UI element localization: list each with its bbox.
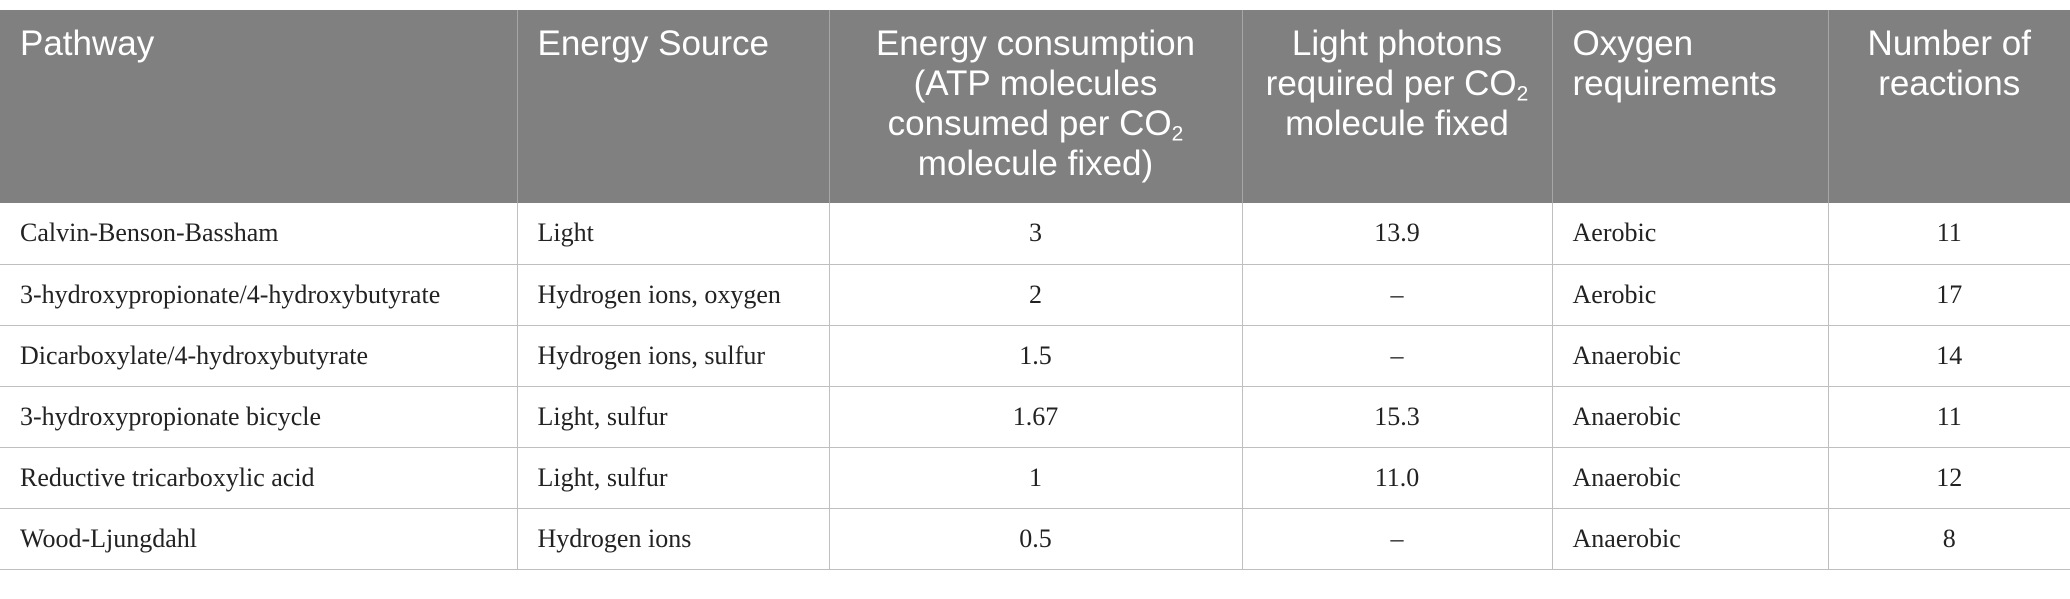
header-oxygen-label: Oxygen requirements bbox=[1572, 24, 1777, 103]
table-row: 3-hydroxypropionate/4-hydroxybutyrate Hyd… bbox=[0, 264, 2070, 326]
pathway-table: Pathway Energy Source Energy consumption… bbox=[0, 10, 2070, 570]
cell-reactions: 11 bbox=[1827, 386, 2070, 448]
header-pathway-label: Pathway bbox=[20, 24, 155, 63]
cell-photons: – bbox=[1241, 325, 1552, 387]
table-row: Calvin-Benson-Bassham Light 3 13.9 Aerobic 11 bbox=[0, 203, 2070, 265]
table-row: Dicarboxylate/4-hydroxybutyrate Hydrogen … bbox=[0, 325, 2070, 387]
cell-reactions: 17 bbox=[1827, 264, 2070, 326]
cell-oxygen: Aerobic bbox=[1551, 264, 1828, 326]
header-reactions-label: Number of reactions bbox=[1867, 24, 2031, 103]
cell-atp: 3 bbox=[828, 203, 1242, 265]
cell-energy-source: Hydrogen ions, sulfur bbox=[516, 325, 829, 387]
cell-pathway: Reductive tricarboxylic acid bbox=[0, 447, 517, 509]
cell-atp: 0.5 bbox=[828, 508, 1242, 570]
header-light-photons-sub: 2 bbox=[1516, 82, 1529, 106]
table-header: Pathway Energy Source Energy consumption… bbox=[0, 10, 2070, 203]
cell-reactions: 12 bbox=[1827, 447, 2070, 509]
table-row: Wood-Ljungdahl Hydrogen ions 0.5– Anaerobic… bbox=[0, 508, 2070, 570]
cell-photons: 11.0 bbox=[1241, 447, 1552, 509]
cell-oxygen: Anaerobic bbox=[1551, 325, 1828, 387]
cell-reactions: 14 bbox=[1827, 325, 2070, 387]
cell-atp: 1.5 bbox=[828, 325, 1242, 387]
table-row: 3-hydroxypropionate bicycle Light, sulfur… bbox=[0, 386, 2070, 448]
cell-oxygen: Aerobic bbox=[1551, 203, 1828, 265]
header-reactions: Number of reactions bbox=[1827, 10, 2070, 203]
header-light-photons: Light photons required per CO2 molecule … bbox=[1241, 10, 1552, 203]
cell-photons: 15.3 bbox=[1241, 386, 1552, 448]
cell-energy-source: Hydrogen ions bbox=[516, 508, 829, 570]
header-oxygen: Oxygen requirements bbox=[1551, 10, 1828, 203]
cell-pathway: Dicarboxylate/4-hydroxybutyrate bbox=[0, 325, 517, 387]
header-row: Pathway Energy Source Energy consumption… bbox=[0, 10, 2070, 203]
cell-oxygen: Anaerobic bbox=[1551, 447, 1828, 509]
table-body: Calvin-Benson-Bassham Light 3 13.9 Aerobic 11… bbox=[0, 203, 2070, 570]
header-energy-consumption-label-end: molecule fixed) bbox=[917, 144, 1154, 183]
header-energy-source-label: Energy Source bbox=[537, 24, 770, 63]
header-light-photons-label-end: molecule fixed bbox=[1285, 104, 1509, 143]
cell-pathway: 3-hydroxypropionate bicycle bbox=[0, 386, 517, 448]
cell-photons: 13.9 bbox=[1241, 203, 1552, 265]
cell-oxygen: Anaerobic bbox=[1551, 386, 1828, 448]
header-light-photons-label: Light photons required per CO bbox=[1265, 24, 1517, 103]
header-pathway: Pathway bbox=[0, 10, 517, 203]
cell-reactions: 8 bbox=[1827, 508, 2070, 570]
cell-reactions: 11 bbox=[1827, 203, 2070, 265]
cell-atp: 2 bbox=[828, 264, 1242, 326]
cell-photons: – bbox=[1241, 508, 1552, 570]
cell-energy-source: Light bbox=[516, 203, 829, 265]
cell-pathway: Wood-Ljungdahl bbox=[0, 508, 517, 570]
cell-pathway: 3-hydroxypropionate/4-hydroxybutyrate bbox=[0, 264, 517, 326]
cell-energy-source: Light, sulfur bbox=[516, 386, 829, 448]
table-row: Reductive tricarboxylic acid Light, sulfu… bbox=[0, 447, 2070, 509]
cell-pathway: Calvin-Benson-Bassham bbox=[0, 203, 517, 265]
cell-energy-source: Hydrogen ions, oxygen bbox=[516, 264, 829, 326]
header-energy-consumption-label: Energy consumption (ATP molecules consum… bbox=[875, 24, 1196, 143]
cell-energy-source: Light, sulfur bbox=[516, 447, 829, 509]
cell-oxygen: Anaerobic bbox=[1551, 508, 1828, 570]
header-energy-consumption: Energy consumption (ATP molecules consum… bbox=[828, 10, 1242, 203]
header-energy-source: Energy Source bbox=[516, 10, 829, 203]
cell-photons: – bbox=[1241, 264, 1552, 326]
header-energy-consumption-sub: 2 bbox=[1171, 122, 1184, 146]
cell-atp: 1.67 bbox=[828, 386, 1242, 448]
cell-atp: 1 bbox=[828, 447, 1242, 509]
